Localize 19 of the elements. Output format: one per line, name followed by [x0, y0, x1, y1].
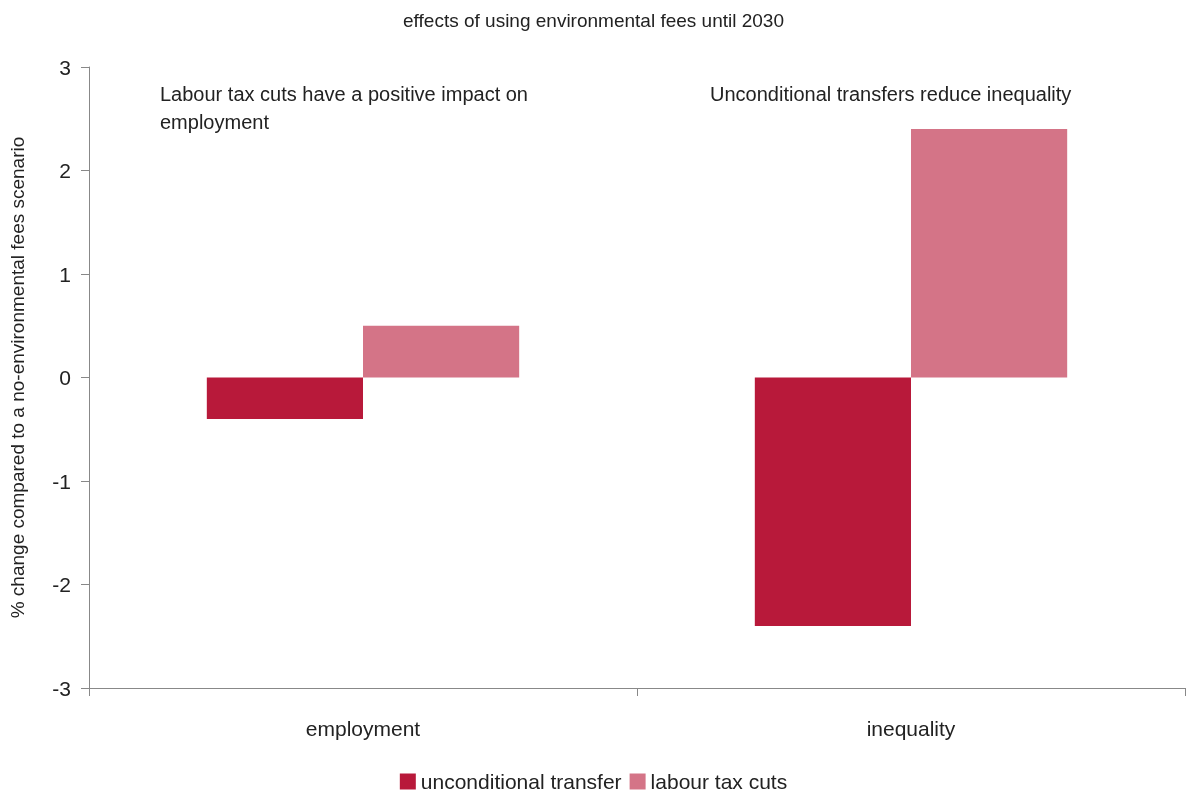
bar — [911, 129, 1068, 378]
bar — [754, 377, 911, 626]
legend-label: labour tax cuts — [650, 770, 788, 793]
annotation: Labour tax cuts have a positive impact on employment — [160, 83, 534, 133]
x-tick-label: inequality — [866, 717, 956, 740]
bar — [206, 377, 363, 419]
y-tick-label: 3 — [59, 55, 71, 79]
y-tick-label: -2 — [52, 573, 71, 596]
y-tick-label: 2 — [59, 159, 71, 182]
bar — [363, 325, 520, 378]
y-axis-title: % change compared to a no-environmental fees scenario — [7, 136, 28, 619]
y-tick-label: 0 — [59, 366, 71, 389]
annotation: Unconditional transfers reduce inequality — [710, 83, 1072, 105]
y-tick-label: -1 — [52, 469, 71, 493]
y-tick-label: 1 — [59, 262, 71, 286]
legend-label: unconditional transfer — [420, 770, 622, 793]
chart-title: effects of using environmental fees until 2030 — [403, 10, 784, 31]
y-tick-label: -3 — [52, 676, 71, 700]
x-tick-label: employment — [305, 717, 421, 740]
